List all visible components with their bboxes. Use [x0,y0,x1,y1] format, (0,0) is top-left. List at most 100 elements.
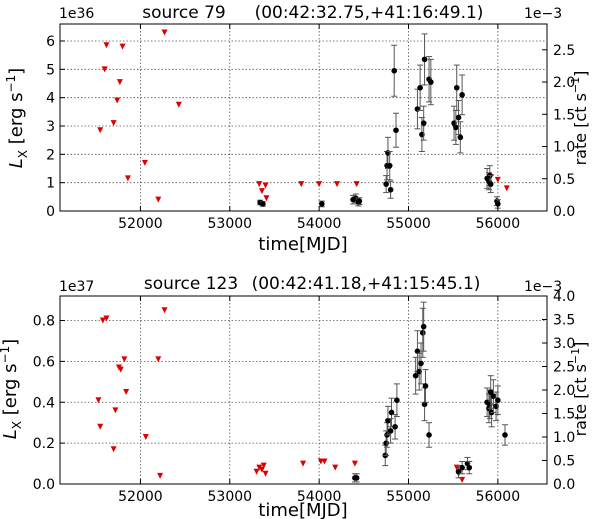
y2-tick-label: 4.0 [553,289,575,305]
detection-point [391,67,397,74]
detection-point [383,181,389,187]
y2-tick-label: 1.0 [553,430,575,446]
upper-limit-point [124,175,131,182]
upper-limit-point [256,181,263,188]
upper-limit-point [175,101,182,108]
detection-point [426,432,432,438]
y-axis-label-left: LX [erg s−1] [4,68,30,168]
y2-tick-label: 1.0 [553,140,575,156]
upper-limit-point [298,181,305,188]
y-tick-label: 0.4 [33,395,55,411]
x-tick-label: 54000 [297,489,342,505]
y2-tick-label: 0.0 [553,477,575,493]
x-tick-label: 56000 [476,216,521,232]
panel-source-79: source 79 (00:42:32.75,+41:16:49.1) 1e36… [4,3,590,255]
upper-limit-point [157,472,164,479]
upper-limit-point [97,127,104,134]
y-tick-label: 2 [46,147,55,163]
upper-limit-point [161,29,168,36]
grid-lines [60,24,547,212]
y-tick-label: 6 [46,34,55,50]
detection-point [487,389,494,395]
panel-source-123: source 123 (00:42:41.18,+41:15:45.1) 1e3… [0,274,590,519]
x-tick-label: 55000 [386,216,431,232]
detection-point [394,397,400,404]
y2-tick-label: 0.0 [553,204,575,220]
x-axis-label: time[MJD] [258,234,347,255]
upper-limit-point [351,460,358,467]
upper-limit-point [110,120,117,127]
detection-point [490,393,497,399]
upper-limit-point [114,97,121,104]
x-tick-label: 53000 [208,216,253,232]
upper-limit-point [112,407,119,414]
y2-tick-label: 2.0 [553,75,575,91]
detection-point [412,372,419,379]
upper-limit-point [103,315,110,322]
detection-point [459,464,465,471]
detection-point [414,106,421,112]
detection-point [420,120,427,126]
grid-lines [60,296,547,485]
x-tick-label: 56000 [476,489,521,505]
upper-limit-point [110,446,117,453]
y-tick-label: 0.0 [33,477,55,493]
detection-point [459,92,465,98]
upper-limit-point [503,185,510,192]
detection-point [455,114,462,121]
y2-tick-label: 3.5 [553,313,575,329]
detection-point [466,464,473,471]
detection-point [417,84,423,91]
y-axis-label-right: rate [ct s−1] [569,71,590,166]
detection-point [419,329,426,336]
detection-point [455,468,462,475]
y-tick-label: 0.2 [33,436,55,452]
detection-point [420,323,427,330]
y2-tick-label: 1.5 [553,107,575,123]
panel-title-source: source 79 [142,3,226,23]
y-tick-label: 3 [46,119,55,135]
y-axis-label-left: LX [erg s−1] [0,339,24,439]
x-tick-label: 53000 [208,489,253,505]
upper-limit-point [155,196,162,203]
panel-title-coordinates: (00:42:32.75,+41:16:49.1) [255,3,484,23]
y-tick-label: 1 [46,176,55,192]
upper-limit-point [101,66,108,73]
upper-limit-point [256,464,263,471]
axis-ticks: 52000 53000 54000 55000 56000 0.0 0.2 0.4 0.6 0.8… [33,289,576,505]
y2-tick-label: 0.5 [553,454,575,470]
detection-point [319,201,325,207]
detection-point [421,401,428,408]
upper-limit-point [300,460,307,467]
x-tick-label: 55000 [386,489,431,505]
svg-text:LX [erg s−1]: LX [erg s−1] [0,339,24,439]
upper-limit-point [119,43,126,50]
y-tick-label: 0.8 [33,314,55,330]
upper-limit-point [95,397,102,404]
panel-title-source: source 123 [144,274,238,294]
detection-point [453,124,459,131]
upper-limit-point [123,389,130,396]
detection-point [393,127,399,134]
svg-text:LX [erg s−1]: LX [erg s−1] [4,68,30,168]
detection-point [414,348,421,354]
upper-limit-point [121,356,128,363]
y2-tick-label: 2.0 [553,383,575,399]
upper-limit-point [494,176,501,183]
upper-limit-point [258,188,265,195]
y-tick-label: 0 [46,204,55,220]
panel-title-coordinates: (00:42:41.18,+41:15:45.1) [252,274,481,294]
detection-point [418,360,424,367]
svg-text:rate [ct s−1]: rate [ct s−1] [569,71,590,166]
detection-point [495,201,501,207]
upper-limit-point [353,181,360,188]
upper-limit-point [97,423,104,430]
detection-point [457,134,464,141]
y2-tick-label: 1.5 [553,407,575,423]
plot-frame [59,295,548,485]
y-tick-label: 5 [46,62,55,78]
upper-limit-point [117,366,124,373]
upper-limit-point [161,307,168,314]
upper-limit-point [316,181,323,188]
y2-tick-label: 2.5 [553,360,575,376]
